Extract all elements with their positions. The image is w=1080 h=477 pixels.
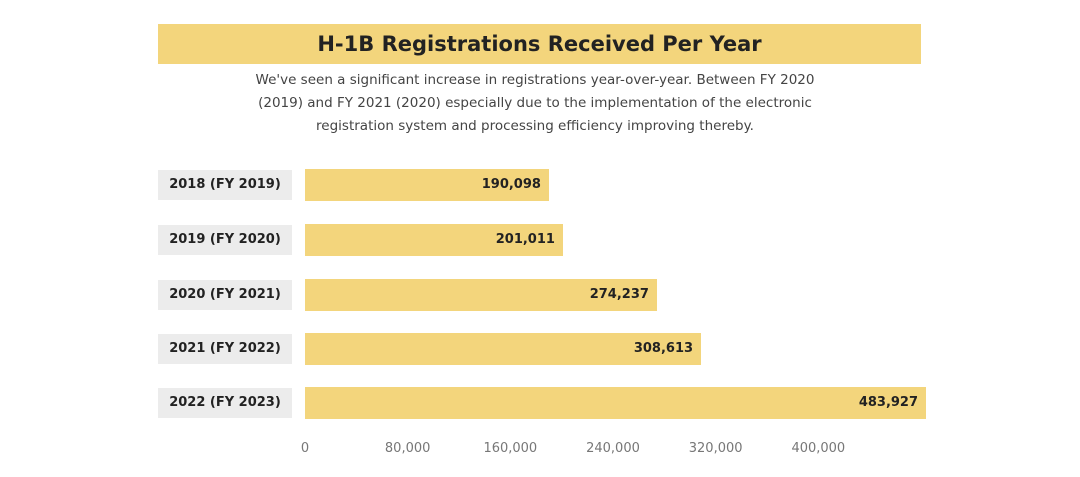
value-label: 190,098 xyxy=(481,177,541,192)
bar xyxy=(305,387,927,419)
x-tick-label: 160,000 xyxy=(483,441,538,456)
bar xyxy=(305,279,657,311)
value-label: 308,613 xyxy=(633,341,694,356)
value-label: 274,237 xyxy=(589,287,649,302)
bar xyxy=(305,333,702,365)
title-banner xyxy=(158,24,921,64)
x-tick-label: 80,000 xyxy=(384,441,431,456)
x-tick-label: 240,000 xyxy=(586,441,640,456)
value-label: 483,927 xyxy=(858,395,919,410)
bar xyxy=(305,169,549,201)
x-tick-label: 400,000 xyxy=(791,441,846,456)
category-label: 2020 (FY 2021) xyxy=(158,280,292,310)
x-tick-label: 0 xyxy=(300,441,310,456)
category-label: 2021 (FY 2022) xyxy=(158,334,292,364)
category-label: 2018 (FY 2019) xyxy=(158,170,292,200)
bar xyxy=(305,224,563,256)
category-label: 2022 (FY 2023) xyxy=(158,388,292,418)
x-tick-label: 320,000 xyxy=(688,441,743,456)
chart-subtitle: We've seen a significant increase in reg… xyxy=(255,72,815,134)
chart-title: H-1B Registrations Received Per Year xyxy=(317,32,762,56)
value-label: 201,011 xyxy=(495,232,555,247)
category-label: 2019 (FY 2020) xyxy=(158,225,292,255)
